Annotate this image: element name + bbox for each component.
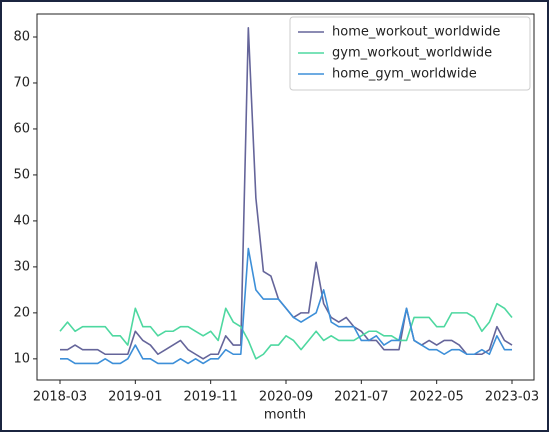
x-tick-label: 2023-03 bbox=[485, 390, 539, 405]
legend-label: gym_workout_worldwide bbox=[332, 46, 492, 61]
series-line bbox=[59, 302, 513, 360]
legend-label: home_gym_worldwide bbox=[332, 67, 477, 82]
y-tick-label: 20 bbox=[13, 305, 30, 320]
x-tick-label: 2018-03 bbox=[33, 390, 87, 405]
series-line bbox=[60, 247, 512, 365]
y-tick-label: 70 bbox=[13, 75, 30, 90]
x-axis-label: month bbox=[264, 408, 306, 423]
x-tick-label: 2019-11 bbox=[184, 390, 238, 405]
x-tick-label: 2022-05 bbox=[410, 390, 464, 405]
y-tick-label: 10 bbox=[13, 351, 30, 366]
y-tick-label: 40 bbox=[13, 213, 30, 228]
y-tick-label: 80 bbox=[13, 29, 30, 44]
x-tick-label: 2019-01 bbox=[108, 390, 162, 405]
y-tick-label: 60 bbox=[13, 121, 30, 136]
x-tick-label: 2021-07 bbox=[334, 390, 388, 405]
legend-label: home_workout_worldwide bbox=[332, 25, 500, 40]
y-tick-label: 50 bbox=[13, 167, 30, 182]
legend-box bbox=[289, 16, 531, 91]
x-tick-label: 2020-09 bbox=[259, 390, 313, 405]
y-tick-label: 30 bbox=[13, 259, 30, 274]
